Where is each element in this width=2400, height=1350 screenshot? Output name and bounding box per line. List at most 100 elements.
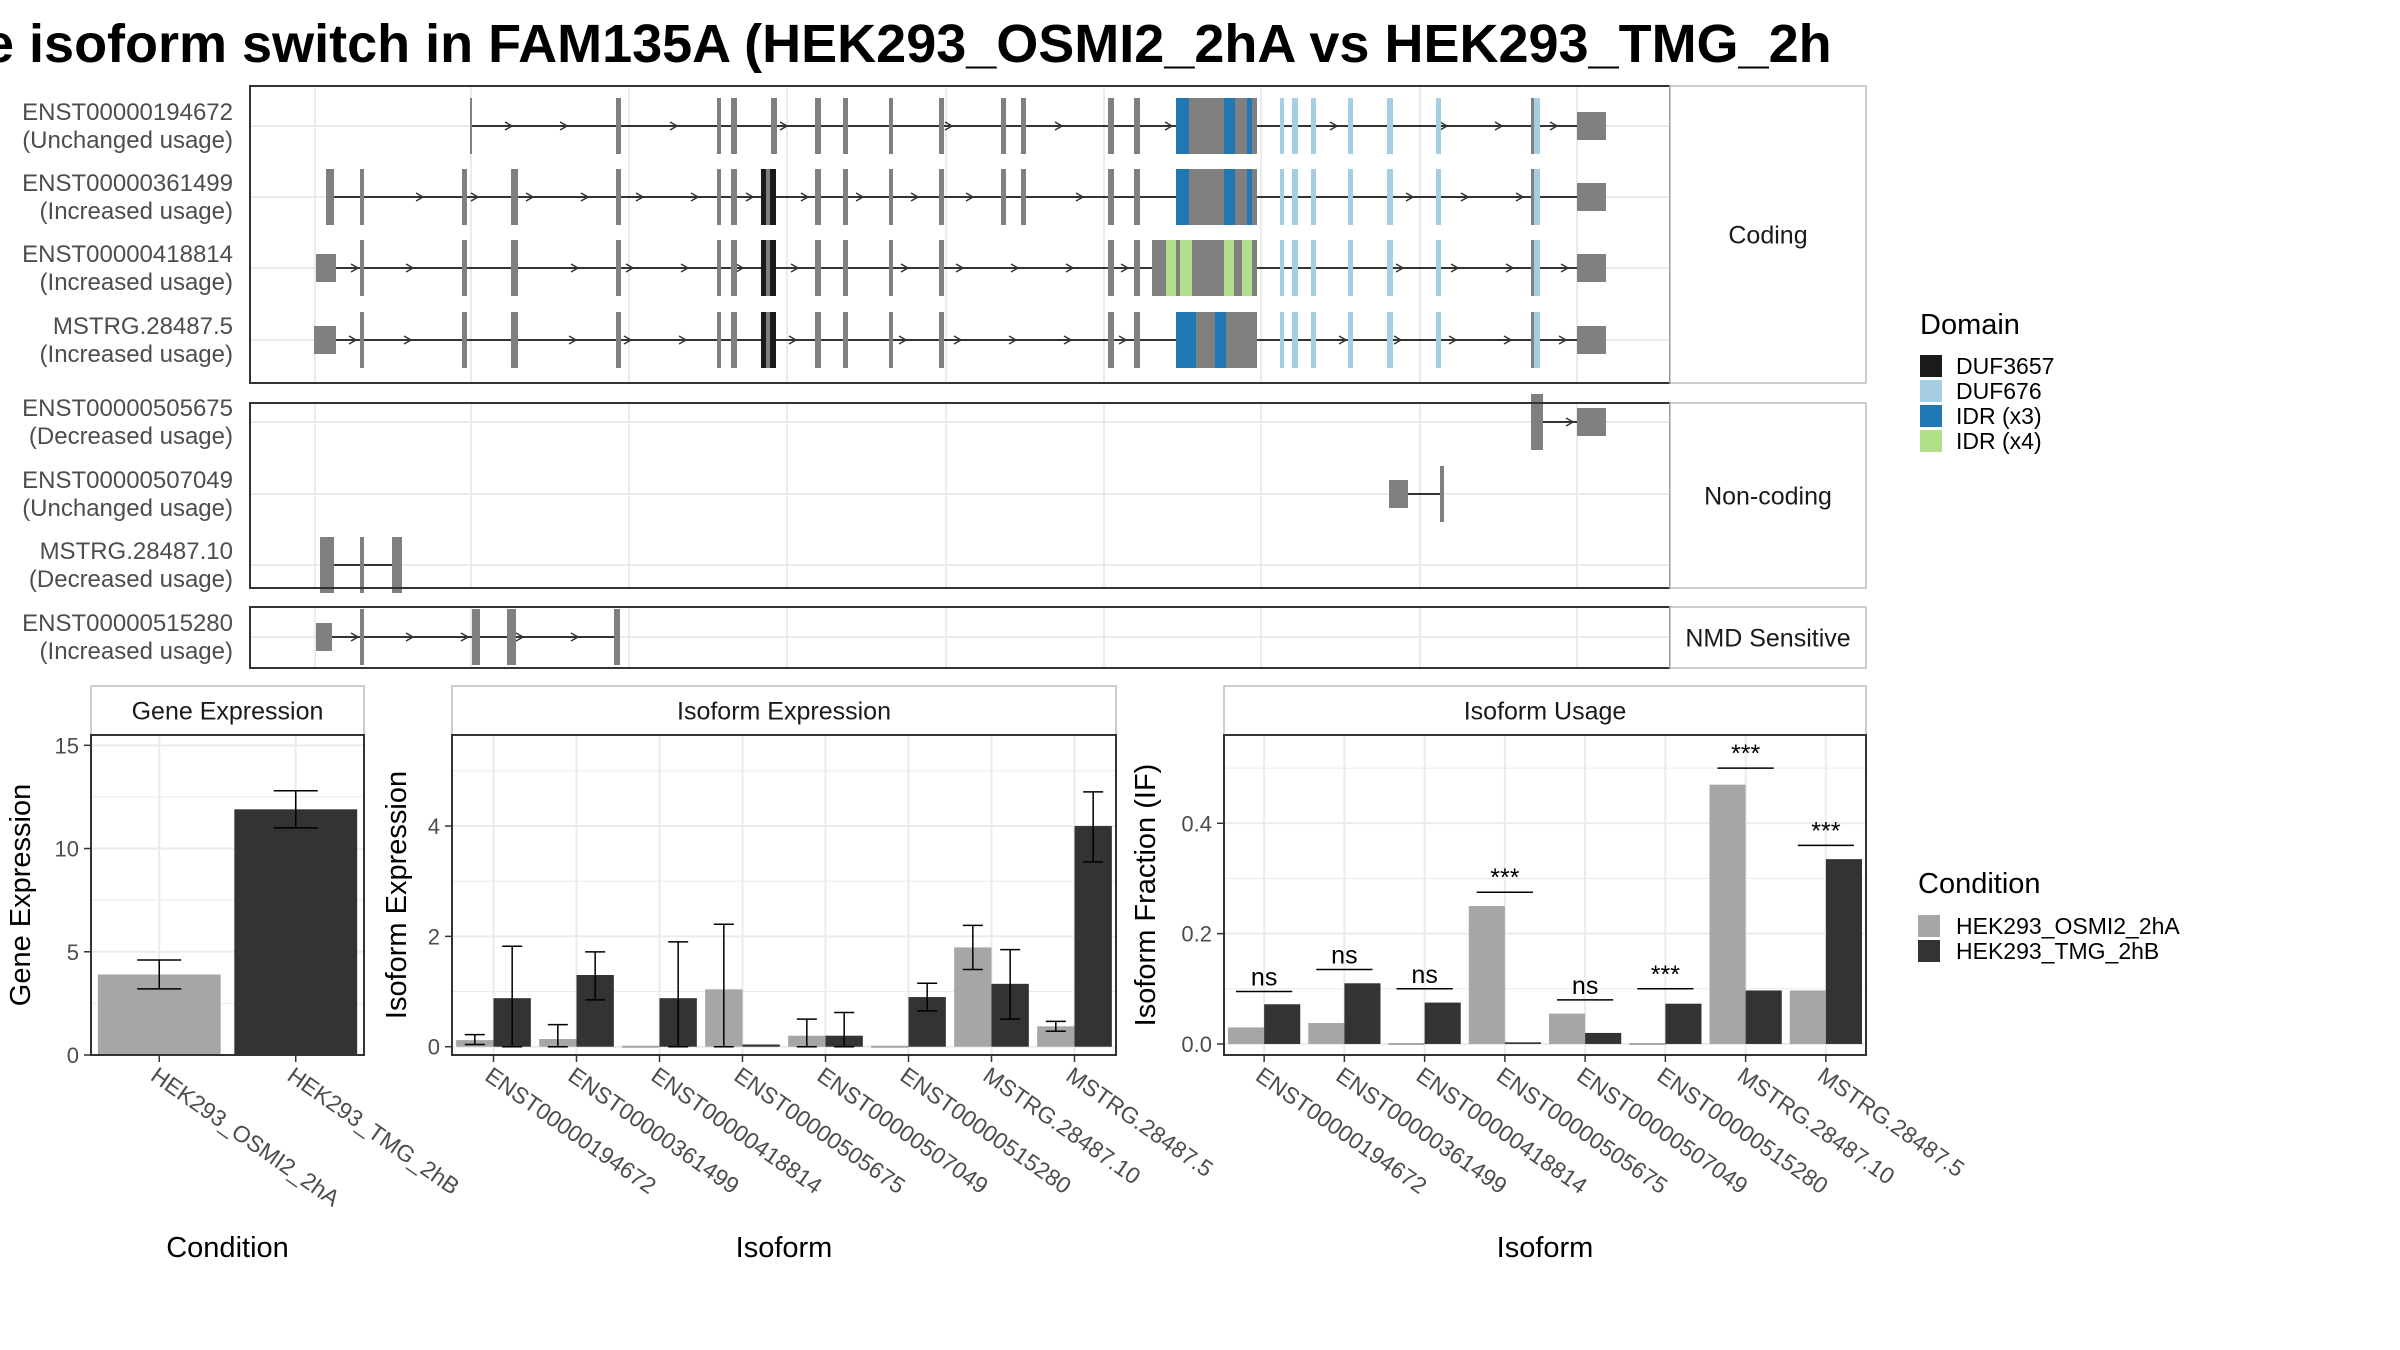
- strip-box: [1669, 402, 1867, 589]
- direction-arrow: [348, 335, 358, 345]
- exon: [770, 240, 776, 296]
- direction-arrow: [515, 632, 525, 642]
- y-axis-title: Isoform Expression: [381, 771, 413, 1019]
- direction-arrow: [1008, 335, 1018, 345]
- transcript-id-label: ENST00000361499: [22, 170, 233, 197]
- direction-arrow: [1075, 192, 1085, 202]
- exon: [1348, 240, 1353, 296]
- exon: [939, 312, 944, 368]
- chart-strip: [1223, 685, 1867, 736]
- bar: [1468, 906, 1505, 1044]
- exon: [1224, 169, 1235, 225]
- exon: [1021, 169, 1026, 225]
- transcript-id-label: ENST00000505675: [22, 395, 233, 422]
- bar: [1344, 983, 1381, 1044]
- exon: [511, 240, 518, 296]
- exon: [770, 312, 776, 368]
- direction-arrow: [623, 335, 633, 345]
- direction-arrow: [470, 192, 480, 202]
- direction-arrow: [1405, 192, 1415, 202]
- exon: [1531, 312, 1534, 368]
- direction-arrow: [403, 335, 413, 345]
- direction-arrow: [1054, 121, 1064, 131]
- exon: [1348, 98, 1353, 154]
- exon: [462, 240, 467, 296]
- domain-legend-key: [1920, 355, 1942, 377]
- exon: [1387, 98, 1393, 154]
- exon: [1436, 98, 1441, 154]
- transcript-id-label: ENST00000194672: [22, 99, 233, 126]
- exon: [1134, 98, 1140, 154]
- y-tick-label: 10: [55, 837, 79, 862]
- exon: [815, 312, 821, 368]
- exon: [1531, 394, 1543, 450]
- condition-legend-key: [1918, 915, 1940, 937]
- plot-border: [451, 734, 1117, 1056]
- bar: [1825, 859, 1862, 1044]
- exon: [815, 240, 821, 296]
- significance-label: ***: [1811, 817, 1840, 845]
- direction-arrow: [910, 192, 920, 202]
- direction-arrow: [1164, 121, 1174, 131]
- exon: [1252, 98, 1257, 154]
- bar: [1745, 990, 1782, 1044]
- domain-legend-label: IDR (x4): [1956, 428, 2042, 454]
- exon: [1252, 240, 1257, 296]
- exon: [314, 326, 336, 354]
- domain-legend-key: [1920, 405, 1942, 427]
- exon: [1108, 240, 1114, 296]
- chart-title: Gene Expression: [132, 698, 324, 726]
- exon: [1247, 169, 1252, 225]
- exon: [1531, 169, 1534, 225]
- exon: [1176, 312, 1196, 368]
- direction-arrow: [680, 263, 690, 273]
- exon: [843, 98, 848, 154]
- y-tick-label: 2: [428, 924, 440, 949]
- panel-background: [250, 403, 1670, 588]
- direction-arrow: [635, 192, 645, 202]
- exon: [815, 169, 821, 225]
- direction-arrow: [678, 335, 688, 345]
- y-tick-label: 0.2: [1181, 922, 1212, 947]
- exon: [939, 98, 944, 154]
- exon: [717, 169, 721, 225]
- significance-label: ***: [1731, 740, 1760, 768]
- bar: [1308, 1023, 1345, 1044]
- bar: [1585, 1032, 1622, 1044]
- transcript-id-label: MSTRG.28487.10: [40, 538, 233, 565]
- direction-arrow: [1065, 263, 1075, 273]
- direction-arrow: [898, 335, 908, 345]
- exon: [731, 98, 737, 154]
- exon: [1440, 466, 1444, 522]
- direction-arrow: [568, 335, 578, 345]
- direction-arrow: [1118, 335, 1128, 345]
- exon: [717, 312, 721, 368]
- domain-legend-label: IDR (x3): [1956, 403, 2042, 429]
- exon: [1436, 169, 1441, 225]
- exon: [1387, 169, 1393, 225]
- domain-legend-key: [1920, 380, 1942, 402]
- domain-legend-label: DUF3657: [1956, 353, 2054, 379]
- direction-arrow: [800, 192, 810, 202]
- exon: [889, 312, 893, 368]
- exon: [761, 240, 766, 296]
- isoform-usage-chart: Isoform Usage ns ns ns *** ns *** *** *** 0.0 0.2 0…: [1130, 685, 1969, 1264]
- strip-label-2: NMD Sensitive: [1685, 625, 1850, 653]
- exon: [717, 98, 721, 154]
- bar: [1629, 1042, 1666, 1045]
- exon: [761, 169, 766, 225]
- significance-label: ***: [1651, 961, 1680, 989]
- exon: [360, 240, 364, 296]
- exon: [815, 98, 821, 154]
- direction-arrow: [405, 632, 415, 642]
- exon: [511, 169, 518, 225]
- exon: [843, 240, 848, 296]
- y-tick-label: 0: [67, 1043, 79, 1068]
- transcript-MSTRG.28487.10: [320, 537, 402, 593]
- exon: [761, 312, 766, 368]
- direction-arrow: [953, 335, 963, 345]
- domain-legend-label: DUF676: [1956, 378, 2042, 404]
- chart-strip: [451, 685, 1117, 736]
